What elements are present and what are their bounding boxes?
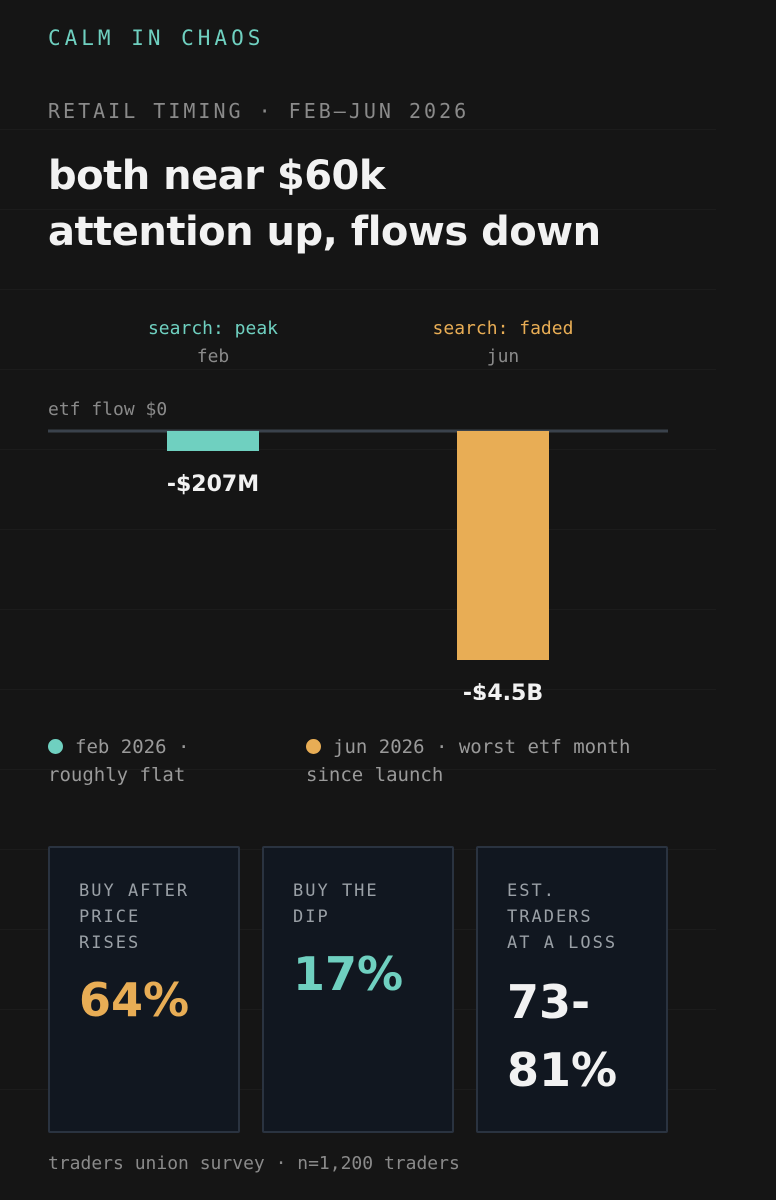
value-label: -$4.5B xyxy=(463,681,543,700)
stat-label-line: RISES xyxy=(79,933,141,953)
stat-value: 73- xyxy=(507,975,591,1029)
headline-line: attention up, flows down xyxy=(48,209,601,255)
gridline xyxy=(0,689,716,690)
baseline-label: etf flow $0 xyxy=(48,399,167,420)
stat-card-buy-the-dip: BUY THE DIP 17% xyxy=(262,846,454,1133)
category-label: feb xyxy=(197,346,230,367)
legend-text: roughly flat xyxy=(48,764,186,786)
gridline xyxy=(0,129,716,130)
bar xyxy=(167,431,259,451)
stat-label: EST. TRADERS AT A LOSS xyxy=(507,878,657,956)
gridline xyxy=(0,369,716,370)
legend-item-jun: jun 2026 · worst etf month since launch xyxy=(306,733,630,789)
source-footnote: traders union survey · n=1,200 traders xyxy=(48,1153,460,1174)
stat-card-buy-after-rises: BUY AFTER PRICE RISES 64% xyxy=(48,846,240,1133)
headline: both near $60k attention up, flows down xyxy=(48,148,748,260)
stat-card-traders-at-loss: EST. TRADERS AT A LOSS 73- 81% xyxy=(476,846,668,1133)
gridline xyxy=(0,209,716,210)
chart-subtitle: RETAIL TIMING · FEB–JUN 2026 xyxy=(48,99,470,123)
stat-label-line: EST. xyxy=(507,881,556,901)
gridline xyxy=(0,769,716,770)
legend-text: feb 2026 · xyxy=(75,736,190,758)
stat-label-line: BUY AFTER xyxy=(79,881,190,901)
gridline xyxy=(0,529,716,530)
gridline xyxy=(0,289,716,290)
stat-label-line: PRICE xyxy=(79,907,141,927)
bar-annotation: search: faded xyxy=(433,318,574,339)
headline-line: both near $60k xyxy=(48,153,385,199)
stat-label-line: BUY THE xyxy=(293,881,379,901)
gridline xyxy=(0,609,716,610)
legend-dot xyxy=(48,739,63,754)
stat-value: 64% xyxy=(79,973,190,1027)
stat-label-line: DIP xyxy=(293,907,330,927)
legend-dot xyxy=(306,739,321,754)
legend-text: jun 2026 · worst etf month xyxy=(333,736,631,758)
gridline xyxy=(0,449,716,450)
bar xyxy=(457,431,549,660)
stat-label-line: AT A LOSS xyxy=(507,933,618,953)
legend-text: since launch xyxy=(306,764,444,786)
etf-flow-bar-chart: etf flow $0 search: peak feb -$207M search: … xyxy=(48,318,668,700)
stat-label: BUY AFTER PRICE RISES xyxy=(79,878,229,956)
category-label: jun xyxy=(487,346,520,367)
bar-annotation: search: peak xyxy=(148,318,278,339)
stat-label-line: TRADERS xyxy=(507,907,593,927)
value-label: -$207M xyxy=(167,472,259,497)
stat-label: BUY THE DIP xyxy=(293,878,443,930)
stat-value: 17% xyxy=(293,947,404,1001)
stat-value: 81% xyxy=(507,1043,618,1097)
legend-item-feb: feb 2026 · roughly flat xyxy=(48,733,189,789)
brand-title: CALM IN CHAOS xyxy=(48,26,265,50)
